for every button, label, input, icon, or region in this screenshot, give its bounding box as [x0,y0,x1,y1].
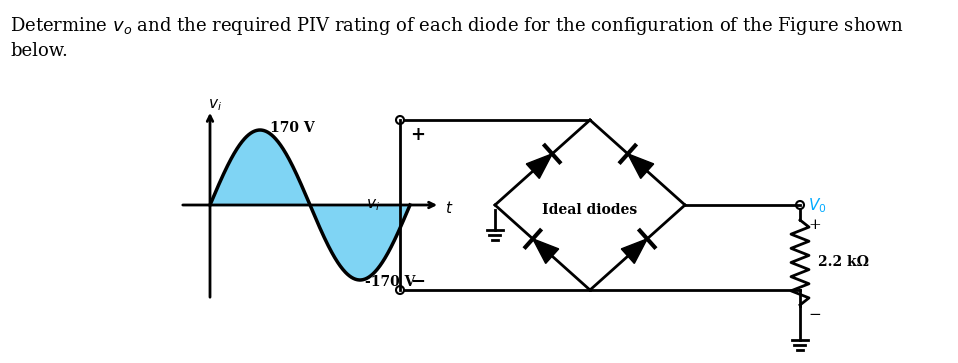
Text: −: − [808,308,821,322]
Text: −: − [410,273,425,291]
Text: below.: below. [10,42,68,60]
Text: $v_i$: $v_i$ [208,97,222,113]
Text: $V_0$: $V_0$ [808,197,827,215]
Text: Determine $v_o$ and the required PIV rating of each diode for the configuration : Determine $v_o$ and the required PIV rat… [10,15,904,37]
Text: -170 V: -170 V [365,275,416,289]
Text: $t$: $t$ [445,200,453,216]
Polygon shape [526,154,552,179]
Polygon shape [627,154,653,179]
Text: +: + [808,218,821,232]
Text: Ideal diodes: Ideal diodes [542,203,638,217]
Polygon shape [533,239,559,264]
Text: 170 V: 170 V [270,121,314,135]
Text: $v_i$: $v_i$ [366,197,380,213]
Text: +: + [410,126,425,144]
Polygon shape [622,239,648,264]
Text: 2.2 kΩ: 2.2 kΩ [818,256,869,269]
